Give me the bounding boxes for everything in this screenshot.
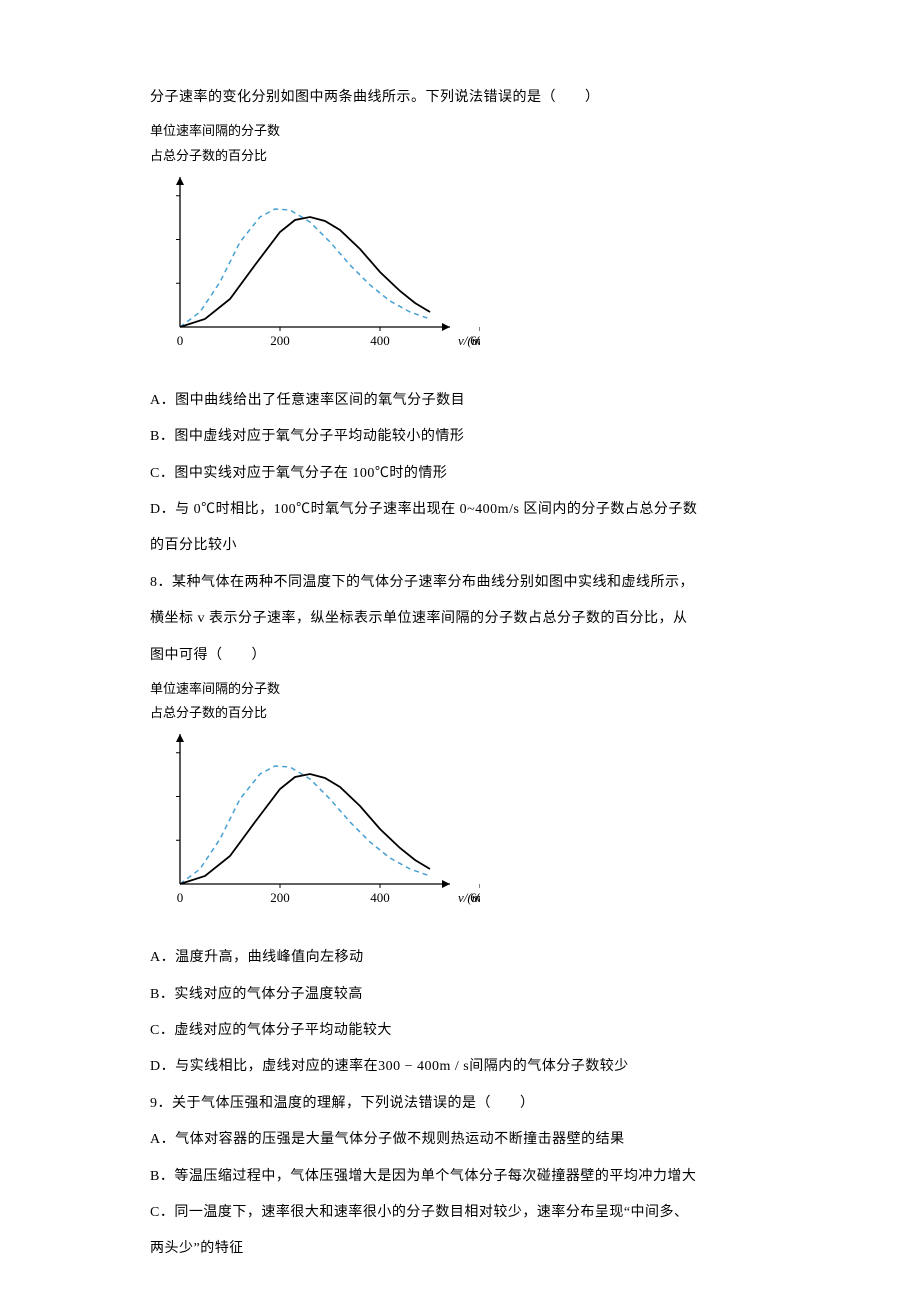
q8-d-pre: D．与实线相比，虚线对应的速率在 [150,1059,378,1074]
q8-d-range: 300 − 400m / s [378,1059,469,1074]
svg-text:0: 0 [177,333,184,348]
chart2-axis-title-1: 单位速率间隔的分子数 [150,680,770,698]
q8-stem-l3: 图中可得（ ） [150,638,770,674]
q8-option-c: C．虚线对应的气体分子平均动能较大 [150,1013,770,1049]
distribution-chart-1: 0200400600800v/(m·s⁻¹) [150,167,480,357]
distribution-chart-2: 0200400600800v/(m·s⁻¹) [150,724,480,914]
chart1-wrap: 0200400600800v/(m·s⁻¹) [150,167,770,357]
q7-option-c: C．图中实线对应于氧气分子在 100℃时的情形 [150,456,770,492]
intro-line: 分子速率的变化分别如图中两条曲线所示。下列说法错误的是（ ） [150,80,770,116]
q8-stem-l1: 8．某种气体在两种不同温度下的气体分子速率分布曲线分别如图中实线和虚线所示， [150,565,770,601]
q8-option-b: B．实线对应的气体分子温度较高 [150,977,770,1013]
chart1-axis-title-2: 占总分子数的百分比 [150,147,770,165]
q8-option-a: A．温度升高，曲线峰值向左移动 [150,940,770,976]
q9-stem: 9．关于气体压强和温度的理解，下列说法错误的是（ ） [150,1086,770,1122]
document-page: 分子速率的变化分别如图中两条曲线所示。下列说法错误的是（ ） 单位速率间隔的分子… [0,0,920,1308]
chart1-axis-title-1: 单位速率间隔的分子数 [150,122,770,140]
q9-option-c-l1: C．同一温度下，速率很大和速率很小的分子数目相对较少，速率分布呈现“中间多、 [150,1195,770,1231]
q8-option-d: D．与实线相比，虚线对应的速率在300 − 400m / s间隔内的气体分子数较… [150,1049,770,1085]
q9-option-b: B．等温压缩过程中，气体压强增大是因为单个气体分子每次碰撞器壁的平均冲力增大 [150,1159,770,1195]
q7-option-a: A．图中曲线给出了任意速率区间的氧气分子数目 [150,383,770,419]
svg-text:200: 200 [270,333,290,348]
chart2-axis-title-2: 占总分子数的百分比 [150,704,770,722]
q8-d-post: 间隔内的气体分子数较少 [469,1059,629,1074]
q8-stem-l2: 横坐标 v 表示分子速率，纵坐标表示单位速率间隔的分子数占总分子数的百分比，从 [150,601,770,637]
svg-text:v/(m·s⁻¹): v/(m·s⁻¹) [458,890,480,905]
svg-text:200: 200 [270,890,290,905]
chart2-wrap: 0200400600800v/(m·s⁻¹) [150,724,770,914]
svg-text:v/(m·s⁻¹): v/(m·s⁻¹) [458,333,480,348]
q9-option-c-l2: 两头少”的特征 [150,1231,770,1267]
svg-text:400: 400 [370,333,390,348]
svg-text:400: 400 [370,890,390,905]
svg-text:0: 0 [177,890,184,905]
q7-option-b: B．图中虚线对应于氧气分子平均动能较小的情形 [150,419,770,455]
q7-option-d-l2: 的百分比较小 [150,528,770,564]
q7-option-d-l1: D．与 0℃时相比，100℃时氧气分子速率出现在 0~400m/s 区间内的分子… [150,492,770,528]
q9-option-a: A．气体对容器的压强是大量气体分子做不规则热运动不断撞击器壁的结果 [150,1122,770,1158]
